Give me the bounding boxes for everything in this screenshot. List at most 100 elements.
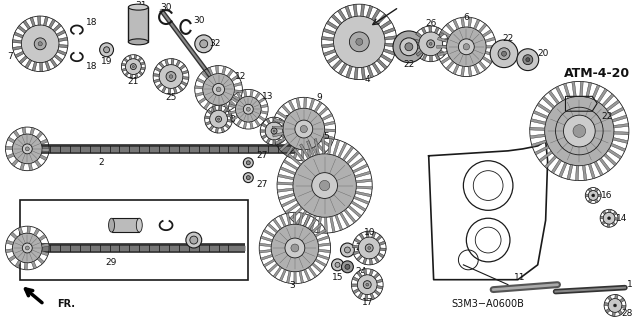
Polygon shape bbox=[361, 67, 365, 79]
Text: 4: 4 bbox=[364, 75, 370, 84]
Ellipse shape bbox=[129, 39, 148, 45]
Polygon shape bbox=[232, 95, 241, 101]
Polygon shape bbox=[290, 207, 303, 220]
Polygon shape bbox=[372, 232, 376, 238]
Text: 21: 21 bbox=[127, 77, 139, 86]
Polygon shape bbox=[45, 61, 51, 70]
Polygon shape bbox=[201, 71, 209, 79]
Circle shape bbox=[358, 237, 380, 259]
Polygon shape bbox=[542, 96, 555, 108]
Polygon shape bbox=[38, 16, 40, 25]
Polygon shape bbox=[356, 186, 372, 189]
Circle shape bbox=[243, 104, 253, 114]
Polygon shape bbox=[355, 171, 371, 178]
Polygon shape bbox=[324, 121, 335, 126]
Polygon shape bbox=[366, 231, 369, 237]
Polygon shape bbox=[586, 194, 588, 197]
Ellipse shape bbox=[109, 218, 115, 232]
Polygon shape bbox=[452, 64, 460, 74]
Text: 9: 9 bbox=[317, 93, 323, 102]
Polygon shape bbox=[281, 135, 287, 139]
Polygon shape bbox=[40, 155, 47, 161]
Polygon shape bbox=[42, 148, 49, 152]
Circle shape bbox=[368, 247, 371, 249]
Polygon shape bbox=[436, 45, 447, 48]
Polygon shape bbox=[422, 54, 427, 61]
Polygon shape bbox=[613, 137, 628, 144]
Polygon shape bbox=[328, 138, 332, 154]
Polygon shape bbox=[255, 92, 260, 99]
Polygon shape bbox=[171, 59, 174, 65]
Polygon shape bbox=[264, 259, 275, 267]
Polygon shape bbox=[198, 97, 206, 104]
Polygon shape bbox=[279, 215, 286, 227]
Polygon shape bbox=[364, 269, 367, 275]
Polygon shape bbox=[413, 39, 419, 43]
Circle shape bbox=[458, 39, 474, 55]
Polygon shape bbox=[308, 266, 317, 278]
Polygon shape bbox=[315, 259, 326, 267]
Circle shape bbox=[216, 116, 221, 122]
Polygon shape bbox=[452, 19, 460, 29]
Polygon shape bbox=[483, 30, 492, 37]
Circle shape bbox=[490, 40, 518, 68]
Polygon shape bbox=[293, 148, 298, 160]
Text: 25: 25 bbox=[165, 93, 177, 102]
Polygon shape bbox=[13, 130, 20, 138]
Polygon shape bbox=[332, 14, 342, 25]
Polygon shape bbox=[354, 67, 358, 79]
Text: 7: 7 bbox=[8, 52, 13, 61]
Polygon shape bbox=[608, 149, 621, 159]
Polygon shape bbox=[615, 218, 618, 220]
Polygon shape bbox=[141, 67, 145, 70]
Polygon shape bbox=[374, 273, 380, 278]
Polygon shape bbox=[263, 229, 275, 237]
Polygon shape bbox=[277, 188, 293, 192]
Circle shape bbox=[356, 38, 363, 45]
Polygon shape bbox=[438, 37, 448, 42]
Polygon shape bbox=[380, 20, 392, 29]
Polygon shape bbox=[356, 255, 362, 261]
Polygon shape bbox=[606, 100, 620, 111]
Polygon shape bbox=[231, 97, 238, 103]
Polygon shape bbox=[243, 122, 247, 129]
Polygon shape bbox=[280, 167, 296, 175]
Circle shape bbox=[243, 173, 253, 182]
Polygon shape bbox=[236, 119, 242, 126]
Polygon shape bbox=[307, 141, 314, 156]
Polygon shape bbox=[164, 59, 168, 65]
Polygon shape bbox=[13, 46, 22, 50]
Circle shape bbox=[203, 74, 234, 105]
Text: 22: 22 bbox=[502, 34, 514, 43]
Polygon shape bbox=[278, 138, 282, 144]
Polygon shape bbox=[604, 154, 616, 166]
Polygon shape bbox=[312, 263, 323, 273]
Circle shape bbox=[393, 31, 425, 63]
Polygon shape bbox=[280, 142, 289, 151]
Text: 24: 24 bbox=[356, 267, 367, 276]
Polygon shape bbox=[130, 74, 132, 78]
Polygon shape bbox=[273, 118, 284, 124]
Circle shape bbox=[285, 238, 305, 258]
Polygon shape bbox=[322, 138, 324, 154]
Circle shape bbox=[243, 158, 253, 168]
Polygon shape bbox=[260, 255, 273, 260]
Polygon shape bbox=[415, 32, 422, 38]
Polygon shape bbox=[330, 216, 335, 233]
Polygon shape bbox=[37, 257, 44, 264]
Polygon shape bbox=[438, 51, 448, 56]
Polygon shape bbox=[12, 159, 19, 166]
Polygon shape bbox=[156, 83, 163, 89]
Polygon shape bbox=[122, 63, 126, 66]
Polygon shape bbox=[366, 6, 372, 18]
Text: S3M3−A0600B: S3M3−A0600B bbox=[452, 300, 525, 309]
Polygon shape bbox=[6, 240, 13, 245]
Polygon shape bbox=[353, 277, 359, 281]
Text: 27: 27 bbox=[257, 180, 268, 189]
Polygon shape bbox=[598, 194, 601, 197]
Polygon shape bbox=[461, 66, 465, 76]
Circle shape bbox=[447, 27, 486, 67]
Circle shape bbox=[273, 130, 275, 132]
Polygon shape bbox=[355, 191, 371, 197]
Polygon shape bbox=[327, 55, 339, 63]
